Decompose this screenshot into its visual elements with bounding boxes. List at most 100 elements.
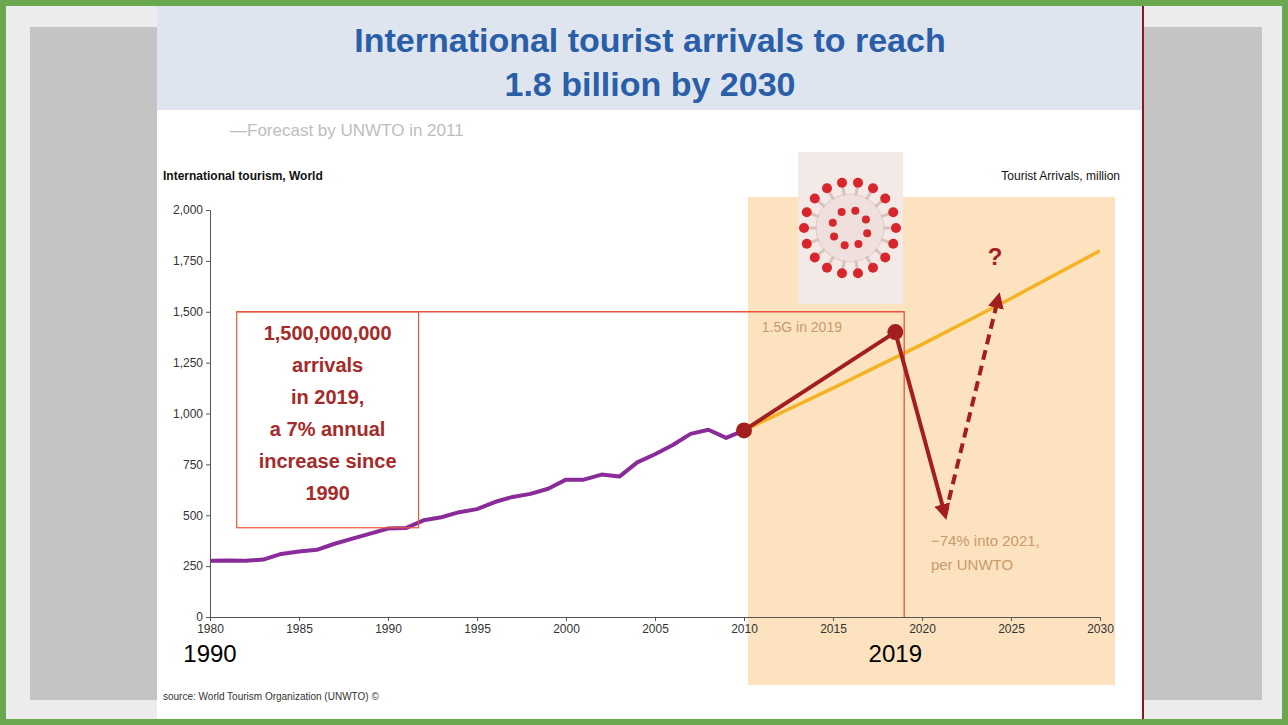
x-tick-label: 2015 [820, 622, 847, 636]
title-band [157, 6, 1143, 110]
virus-dot [838, 208, 846, 216]
x-tick-label: 2000 [553, 622, 580, 636]
y-tick: 2,000 [173, 203, 210, 217]
y-tick-label: 500 [183, 509, 203, 523]
y-tick-mark [206, 617, 210, 618]
slide-edge [1142, 6, 1144, 719]
chart-svg: International tourist arrivals to reach 1… [0, 0, 1288, 725]
virus-spike-tip [822, 183, 832, 193]
x-tick-label: 2025 [998, 622, 1025, 636]
x-tick-mark [833, 617, 834, 621]
slide [157, 6, 1143, 719]
y-tick-label: 1,000 [173, 407, 203, 421]
virus-spike-tip [868, 263, 878, 273]
y-tick-label: 1,250 [173, 356, 203, 370]
y-tick: 1,250 [173, 356, 210, 370]
x-tick-label: 2030 [1087, 622, 1114, 636]
x-tick-label: 1990 [375, 622, 402, 636]
y-tick-label: 750 [183, 458, 203, 472]
y-axis: 02505007501,0001,2501,5001,7502,000 [173, 203, 211, 624]
x-tick: 1980 [197, 617, 224, 636]
virus-spike-tip [880, 253, 890, 263]
virus-dot [841, 241, 849, 249]
annotation: 1990 [183, 640, 236, 667]
virus-dot [829, 219, 837, 227]
virus-spike-tip [802, 239, 812, 249]
y-tick-label: 1,750 [173, 254, 203, 268]
x-tick-label: 2010 [731, 622, 758, 636]
virus-spike-tip [888, 239, 898, 249]
x-tick: 2020 [909, 617, 936, 636]
y-tick: 1,500 [173, 305, 210, 319]
virus-spike-tip [880, 193, 890, 203]
source-note: source: World Tourism Organization (UNWT… [163, 691, 379, 702]
y-tick-label: 2,000 [173, 203, 203, 217]
annotation-box-line: arrivals [292, 354, 363, 376]
virus-spike-tip [868, 183, 878, 193]
virus-dot [854, 240, 862, 248]
virus-dot [863, 229, 871, 237]
x-tick-label: 2005 [642, 622, 669, 636]
line [744, 332, 945, 515]
x-tick: 2025 [998, 617, 1025, 636]
virus-spike-tip [853, 268, 863, 278]
y-tick-label: 1,500 [173, 305, 203, 319]
y-tick-mark [206, 515, 210, 516]
virus-spike-tip [891, 223, 901, 233]
line [210, 430, 744, 561]
frame-inner [6, 6, 1282, 719]
virus-spike-tip [799, 223, 809, 233]
y-tick: 1,000 [173, 407, 210, 421]
x-tick: 1990 [375, 617, 402, 636]
virus-spike-tip [802, 207, 812, 217]
virus-dot [851, 207, 859, 215]
line [945, 297, 998, 515]
y-tick: 500 [183, 509, 210, 523]
title-line: International tourist arrivals to reach [354, 21, 945, 59]
annotation: 1.5G in 2019 [762, 319, 842, 335]
y-tick-mark [206, 210, 210, 211]
y-unit-label: Tourist Arrivals, million [1001, 169, 1120, 183]
x-tick-label: 1985 [286, 622, 313, 636]
point [887, 324, 903, 340]
virus-image [798, 152, 903, 304]
plot-area [210, 251, 1100, 617]
y-tick-mark [206, 414, 210, 415]
point [736, 422, 752, 438]
annotation-box-frame [237, 312, 419, 528]
y-tick-label: 250 [183, 559, 203, 573]
annotation-box-line: increase since [259, 450, 397, 472]
x-tick-label: 1995 [464, 622, 491, 636]
chart-root: International tourist arrivals to reach 1… [0, 0, 1288, 725]
x-tick-mark [1011, 617, 1012, 621]
frame-border [0, 0, 1288, 725]
annotation-box-line: in 2019, [291, 386, 364, 408]
y-tick: 750 [183, 458, 210, 472]
x-tick: 2000 [553, 617, 580, 636]
virus-spike-tip [810, 253, 820, 263]
x-tick-mark [566, 617, 567, 621]
y-axis-title: International tourism, World [163, 169, 323, 183]
x-axis: 1980 1985 1990 1995 2000 2005 2010 2015 2020 2025… [197, 617, 1114, 636]
virus-spike-tip [810, 193, 820, 203]
x-tick: 2030 [1087, 617, 1114, 636]
virus-spike-tip [888, 207, 898, 217]
x-axis-line [211, 618, 1101, 622]
x-tick: 1985 [286, 617, 313, 636]
x-tick-mark [388, 617, 389, 621]
annotation-box: 1,500,000,000 arrivals in 2019, a 7% annual… [237, 312, 419, 528]
x-tick: 2005 [642, 617, 669, 636]
subtitle: —Forecast by UNWTO in 2011 [230, 121, 464, 140]
annotation-box-line: a 7% annual [270, 418, 386, 440]
y-tick-mark [206, 566, 210, 567]
line [744, 251, 1100, 431]
annotation: per UNWTO [931, 556, 1013, 573]
virus-spike-tip [822, 263, 832, 273]
virus-bg [798, 152, 903, 304]
y-tick: 1,750 [173, 254, 210, 268]
y-tick-mark [206, 312, 210, 313]
y-tick-mark [206, 261, 210, 262]
x-tick: 1995 [464, 617, 491, 636]
annotation-box-line: 1,500,000,000 [264, 322, 392, 344]
annotation: ? [988, 243, 1003, 270]
